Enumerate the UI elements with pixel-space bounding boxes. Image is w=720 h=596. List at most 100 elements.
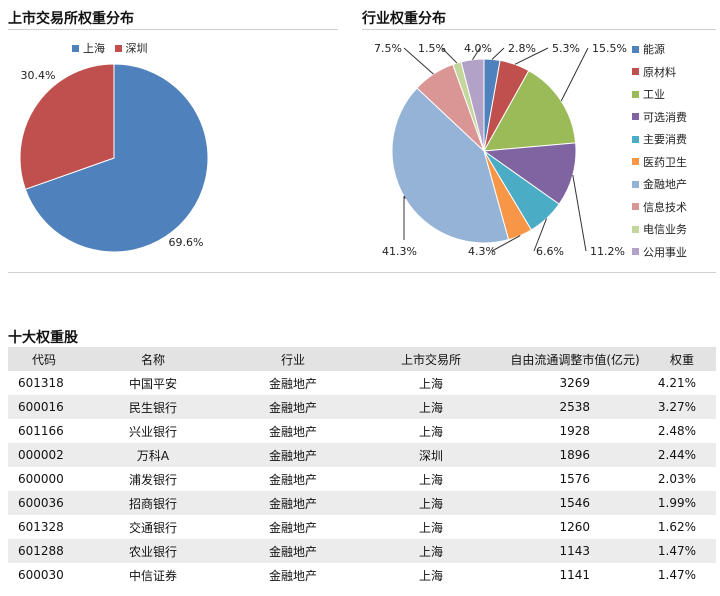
legend-label: 信息技术 (643, 200, 687, 214)
cell-name: 民生银行 (80, 395, 226, 419)
legend-label: 主要消费 (643, 133, 687, 147)
data-label: 41.3% (382, 245, 417, 258)
leader-line (403, 47, 434, 75)
legend-label: 能源 (643, 43, 665, 57)
leader-line (491, 47, 505, 60)
cell-code: 000002 (8, 443, 80, 467)
table-row: 600016 民生银行 金融地产 上海 2538 3.27% (8, 395, 716, 419)
data-label: 11.2% (590, 245, 625, 258)
cell-code: 601288 (8, 539, 80, 563)
legend-label: 医药卫生 (643, 155, 687, 169)
legend-swatch (114, 44, 122, 52)
data-label: 2.8% (508, 42, 536, 55)
header-code: 代码 (8, 347, 80, 371)
cell-weight: 1.62% (657, 520, 696, 534)
industry-legend: 能源 原材料 工业 可选消费 主要消费 医药卫生 金融地产 信息技术 电信业务 公用事业 (632, 38, 687, 263)
legend-swatch (72, 44, 79, 52)
cell-name: 浦发银行 (128, 472, 177, 487)
cell-code: 601318 (18, 376, 64, 390)
pie-slice (19, 63, 115, 190)
cell-exchange: 上海 (418, 520, 443, 535)
cell-name: 招商银行 (80, 491, 226, 515)
cell-name: 兴业银行 (128, 424, 177, 439)
cell-exchange: 上海 (360, 491, 502, 515)
table-row: 601288 农业银行 金融地产 上海 1143 1.47% (8, 539, 716, 563)
cell-name: 交通银行 (128, 520, 177, 535)
cell-industry: 金融地产 (226, 443, 360, 467)
table-row: 600000 浦发银行 金融地产 上海 1576 2.03% (8, 467, 716, 491)
table-row: 601318 中国平安 金融地产 上海 3269 4.21% (8, 371, 716, 395)
data-label: 5.3% (552, 42, 580, 55)
data-label: 4.3% (468, 245, 496, 258)
cell-exchange: 上海 (360, 539, 502, 563)
cell-name: 农业银行 (80, 539, 226, 563)
cell-code: 601328 (18, 520, 64, 534)
header-market-cap: 自由流通调整市值(亿元) (502, 347, 648, 371)
cell-industry: 金融地产 (226, 539, 360, 563)
legend-item: 医药卫生 (632, 151, 687, 174)
exchange-legend: 上海 深圳 (72, 40, 154, 56)
header-exchange: 上市交易所 (360, 347, 502, 371)
data-label: 30.4% (21, 69, 56, 82)
data-label: 15.5% (592, 42, 627, 55)
top-stocks-table: 代码 名称 行业 上市交易所 自由流通调整市值(亿元) 权重 601318 中国平… (8, 347, 716, 587)
cell-weight: 1.47% (648, 539, 716, 563)
leader-line (514, 47, 549, 65)
data-label: 69.6% (169, 236, 204, 249)
cell-code: 600036 (8, 491, 80, 515)
leader-line (491, 235, 521, 252)
header-industry: 行业 (226, 347, 360, 371)
legend-label: 上海 (83, 42, 105, 55)
legend-label: 原材料 (643, 65, 676, 79)
legend-swatch (632, 135, 639, 143)
cell-market-cap: 1141 (559, 568, 590, 582)
table-row: 601166 兴业银行 金融地产 上海 1928 2.48% (8, 419, 716, 443)
legend-label: 电信业务 (643, 223, 687, 237)
cell-code: 600030 (18, 568, 64, 582)
cell-code: 600000 (18, 472, 64, 486)
leader-line (560, 47, 589, 102)
cell-name: 中国平安 (128, 376, 177, 391)
cell-code: 601166 (18, 424, 64, 438)
legend-item-shenzhen: 深圳 (114, 40, 148, 56)
cell-industry: 金融地产 (268, 568, 317, 583)
legend-swatch (632, 113, 639, 121)
legend-item: 信息技术 (632, 196, 687, 219)
cell-exchange: 深圳 (360, 443, 502, 467)
cell-market-cap: 1546 (502, 491, 648, 515)
legend-swatch (632, 90, 639, 98)
leader-line (533, 218, 548, 252)
cell-market-cap: 1260 (559, 520, 590, 534)
divider (8, 29, 338, 30)
data-label: 7.5% (374, 42, 402, 55)
leader-line (572, 174, 587, 252)
cell-exchange: 上海 (418, 376, 443, 391)
table-row: 600036 招商银行 金融地产 上海 1546 1.99% (8, 491, 716, 515)
divider (8, 272, 716, 273)
cell-industry: 金融地产 (268, 520, 317, 535)
data-label: 6.6% (536, 245, 564, 258)
top-stocks-title: 十大权重股 (8, 330, 78, 346)
cell-weight: 4.21% (657, 376, 696, 390)
pie-slice (483, 69, 577, 152)
cell-weight: 2.03% (657, 472, 696, 486)
cell-industry: 金融地产 (226, 491, 360, 515)
cell-name: 万科A (80, 443, 226, 467)
divider (362, 29, 716, 30)
legend-swatch (632, 203, 639, 211)
cell-exchange: 上海 (360, 395, 502, 419)
legend-swatch (632, 225, 639, 233)
legend-item: 电信业务 (632, 218, 687, 241)
industry-pie-chart: 2.8% 5.3% 15.5% 11.2% 6.6% 4.3% 41.3% 7.5% 1.5% 4… (374, 42, 627, 258)
cell-industry: 金融地产 (268, 424, 317, 439)
cell-market-cap: 1928 (559, 424, 590, 438)
cell-weight: 2.48% (657, 424, 696, 438)
leader-line (403, 195, 406, 240)
exchange-pie-chart: 69.6% 30.4% (19, 63, 209, 253)
pie-slice (482, 142, 577, 205)
cell-industry: 金融地产 (268, 472, 317, 487)
cell-name: 中信证券 (128, 568, 177, 583)
legend-item: 工业 (632, 83, 687, 106)
legend-item: 公用事业 (632, 241, 687, 264)
pie-slice (24, 63, 209, 253)
